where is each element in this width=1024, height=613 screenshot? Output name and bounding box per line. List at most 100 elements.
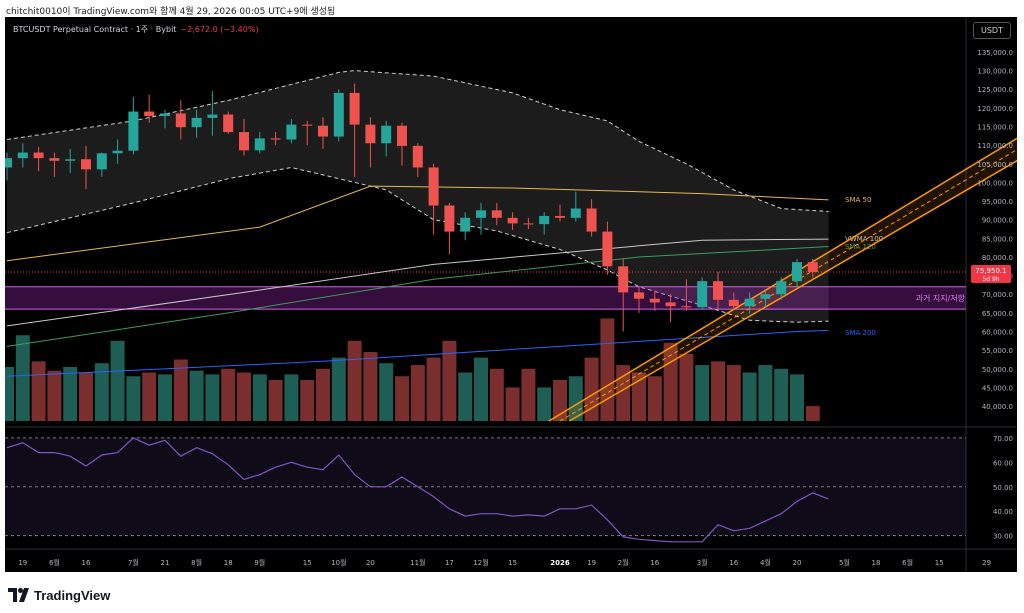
candle-body	[507, 217, 518, 224]
time-tick-label: 12월	[473, 558, 488, 567]
volume-bar	[537, 387, 552, 421]
price-tick-label: 85,000.0	[982, 235, 1013, 243]
volume-bar	[584, 357, 599, 421]
candle-body	[286, 124, 297, 140]
candle-body	[681, 306, 692, 308]
volume-bar	[711, 361, 725, 421]
volume-bar	[205, 374, 220, 421]
candle-body	[649, 298, 660, 303]
candle-body	[349, 92, 360, 125]
volume-bar	[442, 340, 457, 421]
ma-label: SMA 120	[845, 243, 876, 251]
volume-bar	[347, 340, 362, 421]
volume-bar	[363, 352, 378, 421]
candle-body	[65, 159, 76, 161]
volume-bar	[173, 359, 188, 421]
price-tick-label: 60,000.0	[982, 329, 1013, 337]
volume-bar	[252, 374, 267, 421]
price-tick-label: 45,000.0	[982, 384, 1013, 392]
volume-bar	[268, 379, 283, 421]
candle-body	[713, 281, 723, 300]
volume-bar	[94, 363, 109, 421]
volume-layer	[5, 318, 820, 421]
candle-body	[270, 138, 281, 140]
time-tick-label: 20	[793, 559, 802, 567]
time-tick-label: 7월	[128, 558, 139, 567]
price-tick-label: 50,000.0	[982, 366, 1013, 374]
time-tick-label: 3월	[697, 558, 708, 567]
candle-body	[81, 159, 91, 170]
volume-bar	[489, 368, 504, 421]
candle-body	[792, 262, 802, 282]
chart-title: BTCUSDT Perpetual Contract · 1주 · Bybit	[13, 25, 177, 34]
brand-name: TradingView	[34, 587, 111, 603]
price-tick-label: 95,000.0	[982, 198, 1013, 206]
price-tick-label: 125,000.0	[977, 86, 1013, 94]
rsi-tick-label: 50.00	[993, 484, 1013, 492]
volume-bar	[663, 342, 678, 421]
volume-bar	[284, 374, 299, 421]
rsi-tick-label: 70.00	[993, 435, 1013, 443]
time-tick-label: 6월	[902, 558, 913, 567]
candle-body	[618, 266, 629, 293]
volume-bar	[189, 370, 204, 421]
candle-body	[318, 125, 328, 137]
rsi-tick-label: 60.00	[993, 459, 1013, 467]
time-tick-label: 21	[161, 559, 170, 567]
volume-bar	[600, 318, 615, 421]
rsi-line	[6, 437, 829, 543]
time-tick-label: 15	[508, 559, 517, 567]
ma-line	[6, 185, 829, 262]
candle-body	[634, 292, 644, 299]
volume-bar	[426, 357, 441, 421]
candle-body	[33, 152, 44, 159]
bollinger-upper-line	[6, 70, 829, 212]
volume-bar	[331, 357, 346, 421]
volume-bar	[47, 370, 62, 421]
candle-body	[175, 113, 186, 128]
volume-bar	[679, 353, 694, 421]
ma-label: VWMA 100	[845, 235, 883, 243]
currency-button[interactable]: USDT	[973, 22, 1011, 39]
volume-bar	[774, 368, 789, 421]
rsi-layer	[5, 437, 966, 543]
chart-frame[interactable]: 과거 지지/저항 SMA 50 VWMA 100 SMA 120 SMA 200 40…	[5, 17, 1017, 572]
price-tick-label: 115,000.0	[977, 123, 1013, 131]
candle-body	[570, 208, 581, 218]
price-tick-label: 110,000.0	[977, 142, 1013, 150]
time-tick-label: 18	[224, 559, 233, 567]
volume-bar	[379, 363, 394, 421]
candle-body	[523, 223, 534, 225]
channel-mid-line	[559, 148, 1017, 422]
zone-label: 과거 지지/저항	[916, 294, 966, 303]
brand-logo[interactable]: TradingView	[8, 585, 110, 605]
volume-bar	[316, 368, 330, 421]
volume-bar	[126, 376, 141, 421]
volume-bar	[110, 340, 125, 421]
ma-label: SMA 50	[845, 196, 871, 204]
axis-layer: 40,000.0 45,000.0 50,000.0 55,000.0 60,000.0…	[18, 49, 1013, 567]
volume-bar	[632, 372, 646, 421]
time-tick-label: 29	[982, 559, 991, 567]
volume-bar	[221, 368, 236, 421]
candle-body	[776, 281, 787, 295]
volume-bar	[742, 372, 757, 421]
candle-body	[476, 210, 486, 218]
volume-bar	[395, 376, 409, 421]
candle-body	[555, 215, 565, 218]
price-tag-value: 75,950.1	[975, 267, 1006, 275]
time-tick-label: 5월	[839, 558, 850, 567]
volume-bar	[505, 387, 520, 421]
time-tick-label: 19	[587, 559, 596, 567]
candle-body	[239, 132, 249, 151]
price-tick-label: 100,000.0	[977, 179, 1013, 187]
volume-bar	[300, 379, 315, 421]
ma-line	[6, 329, 829, 377]
time-tick-label: 8월	[191, 558, 202, 567]
volume-bar	[15, 335, 30, 421]
candle-body	[381, 125, 392, 144]
price-tag-box	[971, 265, 1011, 284]
volume-bar	[758, 365, 773, 421]
